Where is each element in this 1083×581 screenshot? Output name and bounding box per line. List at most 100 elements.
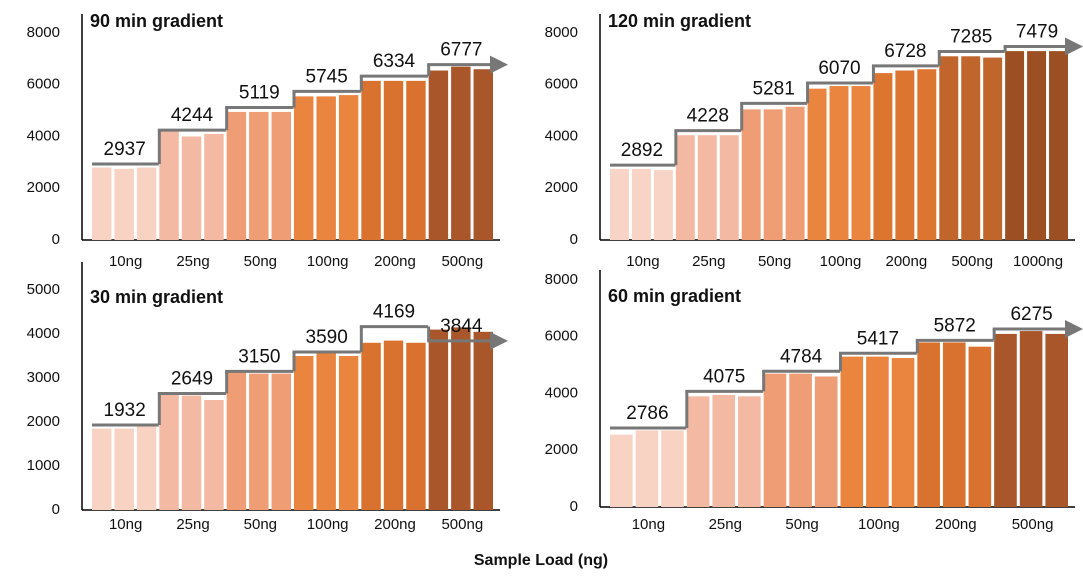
- step-label: 2892: [621, 140, 663, 161]
- bar: [428, 70, 449, 240]
- bar: [807, 88, 827, 240]
- x-tick-label: 200ng: [935, 516, 977, 533]
- y-tick-label: 4000: [545, 384, 578, 401]
- bar: [983, 57, 1003, 240]
- y-tick-label: 8000: [545, 271, 578, 288]
- bar: [204, 133, 224, 240]
- x-tick-label: 100ng: [820, 253, 862, 270]
- y-tick-label: 2000: [545, 441, 578, 458]
- y-tick-label: 5000: [27, 281, 60, 298]
- step-label: 6275: [1010, 304, 1052, 325]
- chart-title: 90 min gradient: [90, 11, 223, 31]
- bar: [114, 168, 134, 240]
- bar: [204, 400, 224, 510]
- step-label: 4228: [687, 106, 729, 127]
- step-label: 3590: [306, 327, 348, 348]
- bar: [114, 428, 134, 510]
- x-tick-label: 500ng: [951, 253, 993, 270]
- bar: [814, 376, 838, 507]
- y-tick-label: 8000: [27, 24, 60, 41]
- bar: [92, 428, 112, 510]
- bar: [1005, 51, 1025, 240]
- bar: [873, 73, 893, 240]
- x-tick-label: 10ng: [632, 516, 665, 533]
- bar: [473, 331, 493, 510]
- bar: [159, 131, 179, 240]
- x-tick-label: 50ng: [758, 253, 791, 270]
- y-tick-label: 0: [570, 231, 578, 248]
- bar: [675, 135, 695, 240]
- x-tick-label: 200ng: [374, 516, 416, 533]
- bar: [1045, 333, 1068, 507]
- y-tick-label: 0: [570, 498, 578, 515]
- bar: [961, 56, 981, 240]
- bar: [181, 136, 202, 240]
- y-tick-label: 3000: [27, 369, 60, 386]
- y-tick-label: 0: [52, 501, 60, 518]
- bar: [316, 351, 336, 510]
- bar: [653, 170, 673, 240]
- bar: [840, 356, 864, 507]
- y-tick-label: 4000: [545, 127, 578, 144]
- x-tick-label: 100ng: [307, 253, 349, 270]
- x-tick-label: 10ng: [109, 516, 142, 533]
- step-label: 6728: [884, 41, 926, 62]
- step-label: 4784: [780, 346, 823, 367]
- bar: [361, 342, 381, 510]
- y-tick-label: 4000: [27, 127, 60, 144]
- step-label: 6777: [440, 40, 482, 61]
- bar: [406, 342, 426, 510]
- bar: [1027, 51, 1047, 240]
- bar: [136, 424, 157, 510]
- bar: [994, 333, 1017, 507]
- step-label: 4169: [373, 302, 415, 323]
- bar: [712, 394, 736, 507]
- x-tick-label: 25ng: [176, 253, 209, 270]
- chart-title: 120 min gradient: [608, 11, 751, 31]
- y-tick-label: 8000: [545, 24, 578, 41]
- y-tick-label: 6000: [27, 76, 60, 93]
- step-label: 5745: [306, 66, 348, 87]
- x-tick-label: 1000ng: [1013, 253, 1063, 270]
- bar: [226, 111, 247, 240]
- bar: [294, 96, 314, 240]
- bar: [851, 86, 871, 240]
- bar: [159, 393, 179, 510]
- x-tick-label: 25ng: [176, 516, 209, 533]
- y-tick-label: 0: [52, 231, 60, 248]
- bar: [383, 80, 404, 241]
- bar: [451, 327, 471, 510]
- bar: [1019, 331, 1043, 507]
- x-tick-label: 200ng: [885, 253, 927, 270]
- x-tick-label: 100ng: [307, 516, 349, 533]
- bar: [661, 430, 684, 507]
- bar: [763, 373, 787, 507]
- bar: [891, 358, 915, 507]
- step-label: 5417: [857, 328, 899, 349]
- bar: [226, 371, 247, 510]
- bar: [316, 96, 336, 240]
- x-tick-label: 25ng: [709, 516, 742, 533]
- step-label: 3844: [440, 316, 483, 337]
- bar: [294, 356, 314, 510]
- bar: [383, 340, 404, 510]
- x-tick-label: 50ng: [785, 516, 818, 533]
- bar: [686, 396, 710, 507]
- bar: [917, 69, 937, 240]
- step-label: 4075: [703, 366, 745, 387]
- bar: [917, 342, 940, 507]
- step-label: 6070: [818, 58, 860, 79]
- bar: [338, 356, 359, 510]
- bar: [738, 396, 761, 507]
- chart-title: 60 min gradient: [608, 286, 741, 306]
- bar: [451, 66, 471, 240]
- bar: [610, 434, 633, 507]
- x-axis-label: Sample Load (ng): [474, 552, 608, 569]
- bar: [181, 395, 202, 510]
- y-tick-label: 2000: [545, 179, 578, 196]
- step-label: 1932: [104, 400, 146, 421]
- step-label: 7479: [1016, 21, 1058, 42]
- step-label: 2786: [626, 403, 668, 424]
- x-tick-label: 50ng: [244, 516, 277, 533]
- step-label: 7285: [950, 27, 992, 48]
